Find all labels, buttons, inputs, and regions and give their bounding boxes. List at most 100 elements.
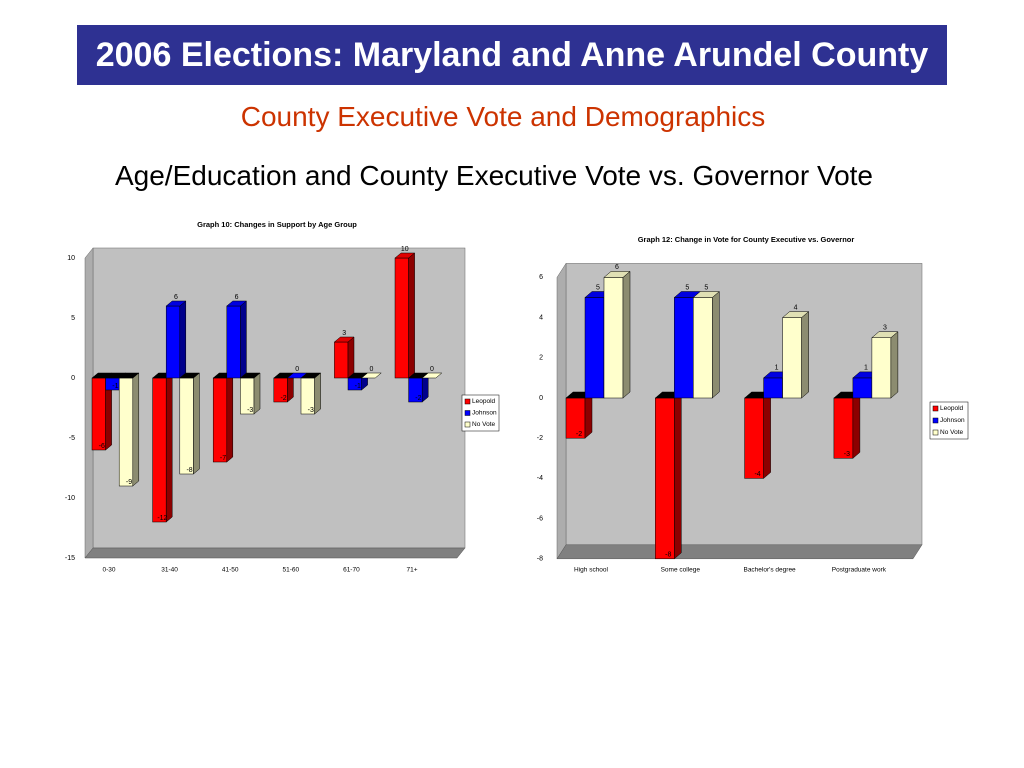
- chart-body: Graph 12: Change in Vote for County Exec…: [537, 235, 969, 574]
- legend-swatch: [464, 398, 471, 405]
- bar-front-face: [212, 377, 228, 463]
- x-tick-label: Bachelor's degree: [743, 567, 796, 574]
- bar-johnson-71plus: [407, 372, 429, 403]
- chart-svg: Graph 10: Changes in Support by Age Grou…: [65, 220, 500, 574]
- bar-no-vote-41-50: [239, 372, 261, 415]
- bar-side-face: [314, 372, 321, 415]
- bar-front-face: [744, 397, 764, 479]
- data-label-no-vote-61-70: 0: [369, 366, 373, 373]
- legend-label: Leopold: [472, 398, 496, 405]
- bar-front-face: [763, 377, 783, 399]
- data-label-leopold-0-30: -6: [99, 443, 105, 450]
- y-tick-label: 10: [67, 255, 75, 262]
- bar-top-face: [165, 300, 187, 307]
- bar-front-face: [118, 377, 134, 487]
- bar-side-face: [240, 300, 247, 379]
- bar-side-face: [165, 372, 173, 523]
- y-tick-label: -10: [65, 495, 75, 502]
- y-tick-label: -6: [537, 515, 543, 522]
- bar-front-face: [179, 377, 194, 475]
- bar-side-face: [584, 391, 593, 439]
- y-tick-label: 2: [539, 355, 543, 362]
- x-tick-label: 71+: [406, 567, 417, 574]
- y-tick-label: 5: [71, 315, 75, 322]
- data-label-leopold-71plus: 10: [401, 246, 409, 253]
- bar-leopold-bachelor-s-degree: [743, 391, 772, 479]
- bar-leopold-51-60: [273, 372, 295, 403]
- legend-label: Johnson: [940, 417, 965, 424]
- bar-no-vote-bachelor-s-degree: [781, 311, 810, 399]
- data-label-no-vote-71plus: 0: [430, 366, 434, 373]
- data-label-leopold-bachelor-s-degree: -4: [754, 471, 760, 478]
- bar-leopold-31-40: [151, 372, 173, 523]
- legend-item-no-vote: No Vote: [932, 429, 964, 436]
- legend-swatch: [932, 405, 939, 412]
- bar-front-face: [833, 397, 854, 459]
- legend: Leopold Johnson No Vote: [929, 401, 969, 440]
- y-tick-label: -8: [537, 556, 543, 563]
- bar-front-face: [334, 341, 349, 379]
- bar-side-face: [801, 311, 809, 399]
- legend-swatch: [932, 429, 939, 436]
- x-tick-label: Some college: [661, 567, 701, 574]
- bar-no-vote-some-college: [692, 290, 720, 399]
- bar-top-face: [226, 300, 248, 307]
- bar-side-face: [674, 391, 682, 560]
- plot-floor: [84, 547, 466, 559]
- bar-top-face: [118, 372, 140, 379]
- bar-side-face: [193, 372, 200, 475]
- bar-top-face: [394, 252, 416, 259]
- y-tick-label: -5: [69, 435, 75, 442]
- bar-side-face: [226, 372, 234, 463]
- legend-swatch: [932, 417, 939, 424]
- bar-leopold-some-college: [654, 391, 682, 560]
- data-label-no-vote-postgraduate-work: 3: [883, 325, 887, 332]
- y-tick-label: 4: [539, 314, 543, 321]
- bar-side-face: [132, 372, 140, 487]
- data-label-johnson-61-70: -1: [355, 383, 361, 390]
- plot-side-wall: [556, 262, 567, 560]
- bar-leopold-postgraduate-work: [833, 391, 861, 459]
- legend-item-no-vote: No Vote: [464, 421, 496, 428]
- data-label-johnson-71plus: -2: [415, 395, 421, 402]
- bar-side-face: [253, 372, 261, 415]
- chart-svg: Graph 12: Change in Vote for County Exec…: [537, 235, 969, 574]
- bar-front-face: [871, 337, 892, 399]
- bar-side-face: [712, 290, 720, 399]
- bar-leopold-41-50: [212, 372, 234, 463]
- bar-top-face: [333, 336, 355, 343]
- bar-side-face: [408, 252, 415, 379]
- y-tick-label: 0: [539, 395, 543, 402]
- bar-side-face: [763, 391, 771, 479]
- bar-side-face: [852, 391, 861, 459]
- section-heading: Age/Education and County Executive Vote …: [114, 160, 874, 191]
- data-label-leopold-41-50: -7: [220, 455, 226, 462]
- bar-no-vote-31-40: [179, 372, 201, 475]
- bar-front-face: [165, 305, 181, 379]
- legend-item-johnson: Johnson: [464, 410, 497, 417]
- x-tick-label: 61-70: [343, 567, 360, 574]
- legend: Leopold Johnson No Vote: [461, 394, 500, 432]
- bar-front-face: [584, 297, 605, 399]
- bar-top-face: [360, 372, 382, 379]
- bar-top-face: [300, 372, 322, 379]
- x-tick-label: 31-40: [161, 567, 178, 574]
- bar-no-vote-61-70: [360, 372, 382, 379]
- bar-johnson-41-50: [226, 300, 248, 379]
- data-label-johnson-some-college: 5: [685, 284, 689, 291]
- data-label-johnson-postgraduate-work: 1: [864, 365, 868, 372]
- y-tick-label: 0: [71, 375, 75, 382]
- bar-side-face: [347, 336, 355, 379]
- bar-leopold-0-30: [91, 372, 113, 451]
- data-label-johnson-51-60: 0: [295, 366, 299, 373]
- data-label-no-vote-0-30: -9: [126, 479, 132, 486]
- x-tick-label: 51-60: [282, 567, 299, 574]
- bar-top-face: [239, 372, 261, 379]
- chart-title: Graph 10: Changes in Support by Age Grou…: [197, 220, 357, 229]
- bar-top-face: [781, 311, 810, 318]
- legend-swatch: [464, 410, 471, 416]
- bar-front-face: [655, 397, 675, 560]
- bar-top-face: [421, 372, 443, 379]
- data-label-leopold-high-school: -2: [576, 431, 582, 438]
- legend-item-leopold: Leopold: [932, 405, 964, 412]
